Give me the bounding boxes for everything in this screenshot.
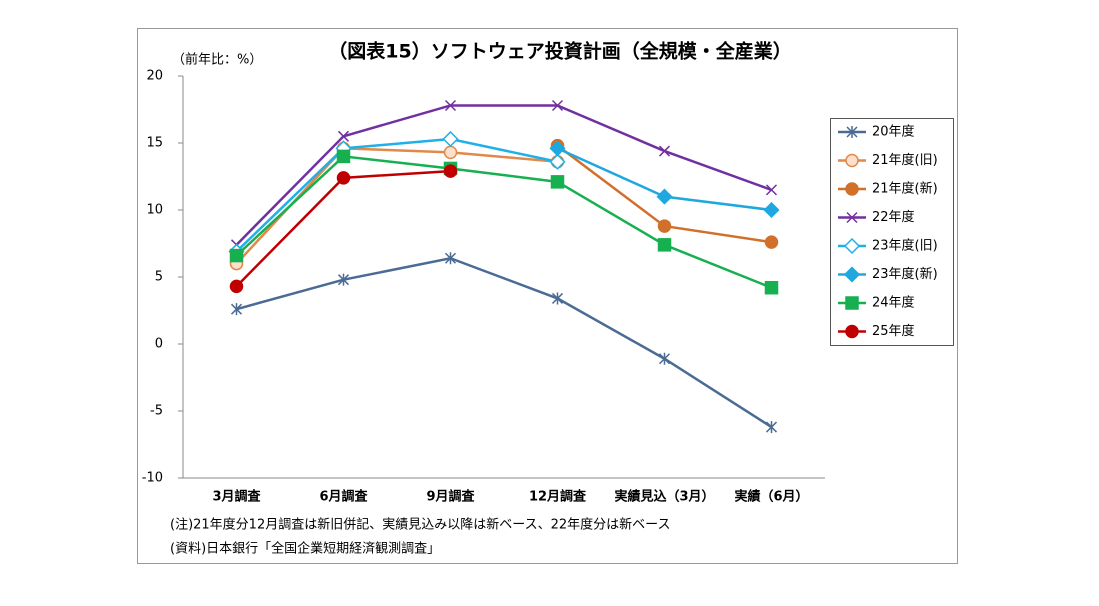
y-tick-label: 15 [146,136,163,151]
y-tick-label: 10 [146,203,163,218]
y-axis-label: （前年比：%） [172,52,262,68]
marker [845,296,859,310]
x-tick-label: 実績見込（3月） [614,489,714,505]
legend-label: 21年度(旧) [872,152,938,168]
legend-label: 25年度 [872,323,915,339]
marker [658,145,671,157]
marker [764,235,779,249]
note: (注)21年度分12月調査は新旧併記、実績見込み以降は新ベース、22年度分は新ベ… [170,517,670,533]
marker [229,248,244,263]
marker [658,352,671,365]
marker [443,164,458,178]
legend-label: 22年度 [872,209,915,225]
y-tick-label: 5 [155,270,163,285]
series-line [236,256,773,429]
marker [656,188,673,205]
legend-label: 23年度(旧) [872,238,938,254]
marker [551,99,564,112]
marker [765,421,778,434]
marker [443,145,458,160]
marker [763,201,780,219]
marker [337,273,350,286]
x-tick-label: 9月調査 [426,489,475,505]
x-tick-label: 6月調査 [319,489,368,505]
marker [843,266,861,283]
marker [845,182,859,196]
marker [336,149,351,164]
y-tick-label: 0 [155,337,163,352]
series-line [235,155,772,289]
marker [549,153,566,170]
legend-label: 23年度(新) [872,266,938,282]
marker [444,99,457,112]
x-tick-label: 3月調査 [212,489,261,505]
legend-label: 20年度 [872,124,915,140]
legend-label: 21年度(新) [872,181,938,197]
marker [846,211,858,224]
series-line [235,104,772,246]
y-tick-label: -5 [150,404,163,419]
marker [444,252,457,265]
legend-label: 24年度 [872,295,915,311]
marker [550,175,565,189]
marker [229,279,244,294]
marker [843,237,861,255]
marker [845,324,859,339]
marker [442,130,459,148]
marker [765,184,778,196]
x-tick-label: 12月調査 [529,489,587,505]
marker [845,153,859,168]
marker [230,303,243,316]
marker [549,140,566,157]
note: (資料)日本銀行「全国企業短期経済観測調査」 [170,541,440,557]
marker [764,280,779,295]
x-tick-label: 実績（6月） [734,489,808,505]
marker [846,126,858,138]
marker [657,238,672,252]
marker [336,171,351,185]
marker [657,219,672,233]
marker [551,292,564,305]
y-tick-label: -10 [142,471,163,486]
marker [337,130,350,142]
series-line [235,137,558,253]
chart-title: （図表15）ソフトウェア投資計画（全規模・全産業） [328,40,791,63]
y-tick-label: 20 [146,69,163,84]
